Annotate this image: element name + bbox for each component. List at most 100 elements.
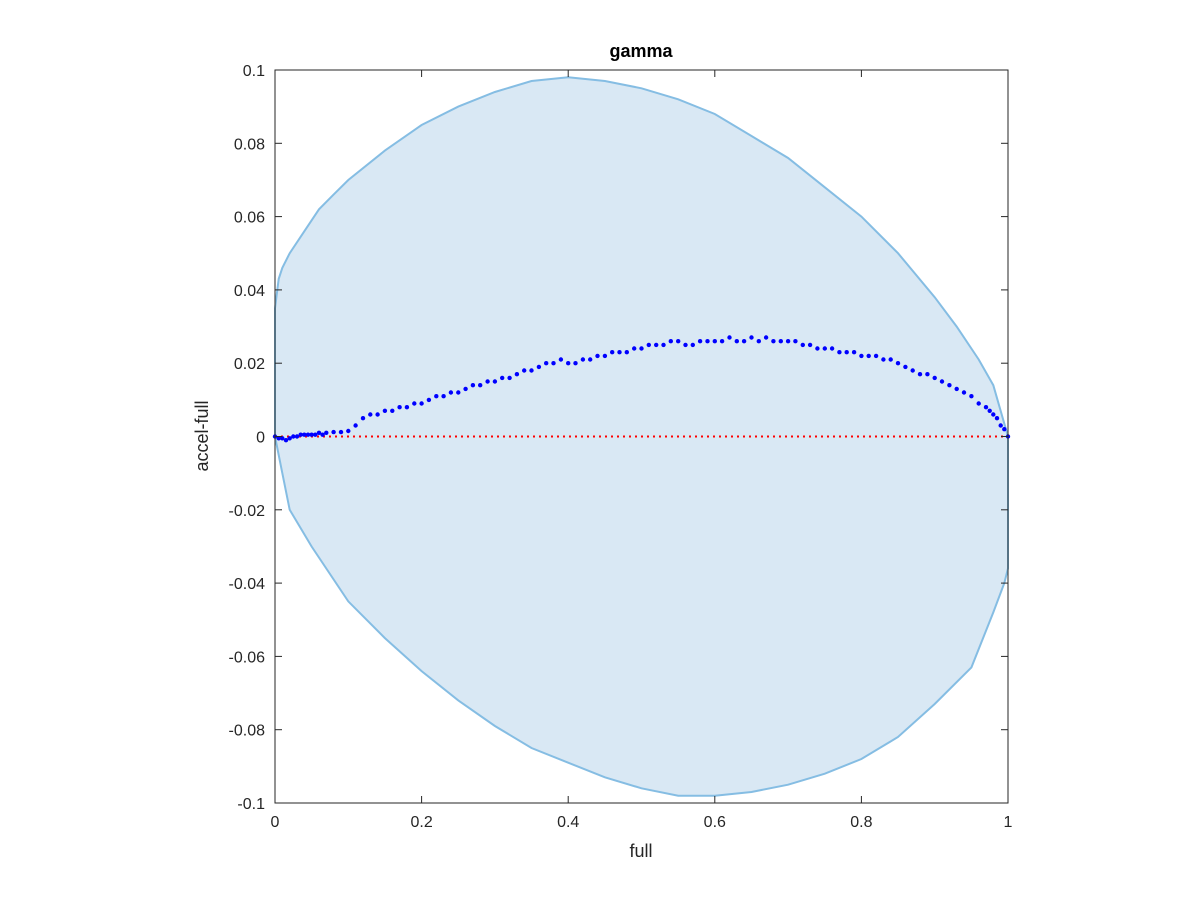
data-point <box>654 342 659 348</box>
data-point <box>925 372 930 377</box>
y-tick-label: 0.08 <box>234 136 265 153</box>
data-point <box>815 346 820 351</box>
x-tick-label: 1 <box>1004 814 1013 831</box>
data-point <box>727 335 732 340</box>
y-tick-label: 0.06 <box>234 210 265 227</box>
data-point <box>756 339 761 344</box>
data-point <box>441 394 446 399</box>
data-point <box>888 357 893 362</box>
data-point <box>837 350 842 355</box>
data-point <box>320 432 325 437</box>
data-point <box>507 375 512 381</box>
data-point <box>661 342 666 348</box>
data-point <box>595 353 600 359</box>
x-tick-label: 0.2 <box>410 814 432 831</box>
x-tick-label: 0.8 <box>850 814 872 831</box>
data-point <box>690 342 695 348</box>
data-point <box>397 405 402 410</box>
data-point <box>313 432 318 437</box>
data-point <box>873 353 879 359</box>
data-point <box>551 361 556 366</box>
y-tick-label: 0 <box>256 430 265 447</box>
data-point <box>287 436 292 441</box>
data-point <box>895 361 901 366</box>
data-point <box>976 401 981 406</box>
x-axis-label: full <box>629 841 652 861</box>
data-point <box>558 357 564 362</box>
data-point <box>573 361 578 366</box>
data-point <box>338 429 344 435</box>
data-point <box>954 386 959 392</box>
y-tick-label: -0.1 <box>237 796 265 813</box>
ticks-layer: 0 0.2 0.4 0.6 0.8 1 0.1 0.08 0.06 0.04 0.02 0 -0.02 -… <box>229 63 1013 831</box>
data-point <box>741 339 747 344</box>
data-point <box>470 383 476 388</box>
data-point <box>947 383 952 388</box>
y-tick-label: -0.02 <box>229 503 266 520</box>
data-point <box>712 339 717 344</box>
data-point <box>910 368 915 373</box>
data-point <box>646 342 651 348</box>
data-point <box>283 438 289 443</box>
data-point <box>961 390 967 395</box>
data-point <box>932 375 937 381</box>
data-point <box>368 412 373 417</box>
data-point <box>632 346 637 351</box>
data-point <box>280 436 285 441</box>
data-point <box>829 346 835 351</box>
data-point <box>419 401 424 406</box>
data-point <box>456 390 461 395</box>
data-point <box>500 375 505 381</box>
data-point <box>448 390 454 395</box>
data-point <box>683 342 688 348</box>
data-point <box>522 368 527 373</box>
data-point <box>844 350 849 355</box>
y-tick-label: -0.08 <box>229 723 266 740</box>
data-point <box>994 416 1000 421</box>
data-point <box>734 339 739 344</box>
y-axis-label: accel-full <box>192 400 212 471</box>
data-point <box>987 408 992 413</box>
data-point <box>676 339 681 344</box>
data-point <box>514 372 520 377</box>
data-point <box>291 434 296 439</box>
data-point <box>668 339 673 344</box>
data-point <box>851 350 857 355</box>
data-point <box>778 339 783 344</box>
data-point <box>859 353 864 359</box>
data-point <box>639 346 644 351</box>
data-point <box>903 364 908 370</box>
y-tick-label: 0.02 <box>234 356 265 373</box>
data-point <box>969 394 974 399</box>
data-point <box>866 353 871 359</box>
data-point <box>617 350 622 355</box>
data-point <box>566 361 571 366</box>
data-point <box>324 430 329 435</box>
data-point <box>785 339 791 344</box>
data-point <box>404 405 410 410</box>
y-tick-label: -0.04 <box>229 576 266 593</box>
data-point <box>360 416 366 421</box>
y-tick-label: 0.1 <box>243 63 265 80</box>
y-tick-label: -0.06 <box>229 649 266 666</box>
data-point <box>917 372 923 377</box>
data-point <box>705 339 710 344</box>
data-point <box>602 353 608 359</box>
data-point <box>771 339 776 344</box>
data-point <box>434 394 439 399</box>
data-point <box>426 397 432 403</box>
data-point <box>983 405 989 410</box>
data-point <box>881 357 886 362</box>
data-point <box>302 432 307 437</box>
x-tick-label: 0 <box>271 814 280 831</box>
data-point <box>375 412 380 417</box>
x-tick-label: 0.6 <box>704 814 726 831</box>
data-point <box>998 423 1003 428</box>
data-point <box>939 379 945 384</box>
data-point <box>478 383 483 388</box>
data-point <box>382 408 388 413</box>
data-point <box>353 423 358 428</box>
x-tick-label: 0.4 <box>557 814 579 831</box>
chart-title: gamma <box>609 41 673 61</box>
data-point <box>719 339 725 344</box>
